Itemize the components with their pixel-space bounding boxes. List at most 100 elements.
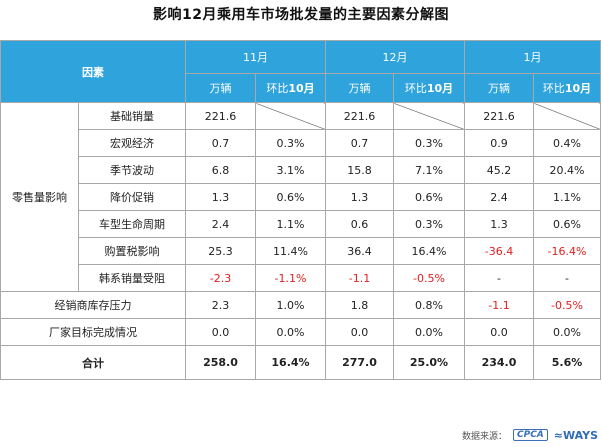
cell-value-jan: -1.1	[464, 291, 534, 319]
cell-ratio-jan: 0.4%	[533, 129, 601, 157]
header-month-nov: 11月	[185, 40, 326, 74]
cell-value-nov: 0.7	[185, 129, 256, 157]
cell-value-jan: -	[464, 264, 534, 292]
header-ratio-month: 10月	[288, 82, 315, 95]
header-ratio-prefix: 环比	[404, 82, 427, 95]
cell-value-jan: 2.4	[464, 183, 534, 211]
cell-value-dec: 36.4	[325, 237, 394, 265]
header-ratio-prefix: 环比	[542, 82, 565, 95]
total-ratio-jan: 5.6%	[533, 345, 601, 380]
chart-title: 影响12月乘用车市场批发量的主要因素分解图	[153, 7, 449, 23]
cell-ratio-dec: 0.8%	[393, 291, 465, 319]
cell-value-nov: 2.3	[185, 291, 256, 319]
factor-table: 因素 11月 12月 1月 万辆 环比10月 万辆 环比10月 万辆 环比10月…	[0, 40, 601, 380]
cell-value-dec: 221.6	[325, 102, 394, 130]
total-ratio-dec: 25.0%	[393, 345, 465, 380]
cell-ratio-jan: 20.4%	[533, 156, 601, 184]
total-ratio-nov: 16.4%	[255, 345, 326, 380]
total-value-nov: 258.0	[185, 345, 256, 380]
row-factor-name: 车型生命周期	[78, 210, 186, 238]
cell-value-nov: 1.3	[185, 183, 256, 211]
header-ratio: 环比10月	[255, 73, 326, 103]
row-factor-name: 降价促销	[78, 183, 186, 211]
header-month-dec: 12月	[325, 40, 465, 74]
cell-ratio-jan: -16.4%	[533, 237, 601, 265]
cell-ratio-jan: -0.5%	[533, 291, 601, 319]
cell-ratio-dec: 0.0%	[393, 318, 465, 346]
cell-value-nov: 25.3	[185, 237, 256, 265]
cpca-logo: CPCA	[513, 429, 548, 441]
cell-ratio-jan	[533, 102, 601, 130]
ways-logo: ≈WAYS	[554, 429, 598, 442]
table-row: 降价促销 1.3 0.6% 1.3 0.6% 2.4 1.1%	[1, 183, 601, 211]
source-label: 数据来源：	[461, 431, 507, 442]
header-unit: 万辆	[185, 73, 256, 103]
table-row: 韩系销量受阻 -2.3 -1.1% -1.1 -0.5% - -	[1, 264, 601, 292]
cell-ratio-jan: 1.1%	[533, 183, 601, 211]
row-factor-name: 基础销量	[78, 102, 186, 130]
row-factor-name: 韩系销量受阻	[78, 264, 186, 292]
header-ratio-month: 10月	[564, 82, 592, 95]
total-value-jan: 234.0	[464, 345, 534, 380]
header-row-months: 因素 11月 12月 1月	[0, 40, 601, 103]
cell-ratio-dec: 7.1%	[393, 156, 465, 184]
cell-ratio-jan: -	[533, 264, 601, 292]
total-value-dec: 277.0	[325, 345, 394, 380]
cell-ratio-jan: 0.6%	[533, 210, 601, 238]
cell-ratio-nov: 0.6%	[255, 183, 326, 211]
table-row: 厂家目标完成情况 0.0 0.0% 0.0 0.0% 0.0 0.0%	[0, 318, 601, 346]
header-ratio-prefix: 环比	[266, 82, 289, 95]
header-row-sub: 万辆 环比10月 万辆 环比10月 万辆 环比10月	[1, 73, 601, 103]
ways-wing-icon: ≈	[553, 428, 563, 442]
table-row: 季节波动 6.8 3.1% 15.8 7.1% 45.2 20.4%	[1, 156, 601, 184]
row-factor-name: 购置税影响	[78, 237, 186, 265]
cell-ratio-dec: 0.3%	[393, 129, 465, 157]
header-factor: 因素	[0, 40, 186, 103]
cell-ratio-dec: 16.4%	[393, 237, 465, 265]
table-row: 购置税影响 25.3 11.4% 36.4 16.4% -36.4 -16.4%	[1, 237, 601, 265]
cell-value-dec: 0.0	[325, 318, 394, 346]
cell-ratio-nov: 0.3%	[255, 129, 326, 157]
cell-value-jan: 1.3	[464, 210, 534, 238]
cell-ratio-dec: 0.3%	[393, 210, 465, 238]
cell-value-jan: 0.9	[464, 129, 534, 157]
header-ratio-month: 10月	[426, 82, 454, 95]
cell-value-nov: -2.3	[185, 264, 256, 292]
cell-ratio-nov: -1.1%	[255, 264, 326, 292]
row-factor-name: 宏观经济	[78, 129, 186, 157]
header-unit: 万辆	[464, 73, 534, 103]
cell-ratio-nov: 1.0%	[255, 291, 326, 319]
cell-value-dec: 1.3	[325, 183, 394, 211]
header-ratio: 环比10月	[533, 73, 601, 103]
total-label: 合计	[0, 345, 186, 380]
cell-value-nov: 6.8	[185, 156, 256, 184]
cell-ratio-dec: 0.6%	[393, 183, 465, 211]
table-row: 车型生命周期 2.4 1.1% 0.6 0.3% 1.3 0.6%	[1, 210, 601, 238]
cell-value-nov: 221.6	[185, 102, 256, 130]
header-ratio: 环比10月	[393, 73, 465, 103]
cell-value-nov: 0.0	[185, 318, 256, 346]
cell-value-dec: 0.7	[325, 129, 394, 157]
cell-ratio-nov: 1.1%	[255, 210, 326, 238]
total-row: 合计 258.0 16.4% 277.0 25.0% 234.0 5.6%	[0, 345, 601, 380]
row-factor-name: 经销商库存压力	[0, 291, 186, 319]
cell-ratio-nov	[255, 102, 326, 130]
table-row: 宏观经济 0.7 0.3% 0.7 0.3% 0.9 0.4%	[1, 129, 601, 157]
cell-ratio-dec	[393, 102, 465, 130]
cell-ratio-nov: 3.1%	[255, 156, 326, 184]
cell-value-dec: 15.8	[325, 156, 394, 184]
cell-ratio-jan: 0.0%	[533, 318, 601, 346]
table-row: 零售量影响 基础销量 221.6 221.6 221.6	[0, 102, 601, 292]
table-row: 经销商库存压力 2.3 1.0% 1.8 0.8% -1.1 -0.5%	[0, 291, 601, 319]
source-footer: 数据来源： CPCA ≈WAYS	[462, 426, 598, 444]
ways-logo-text: WAYS	[563, 428, 598, 442]
header-month-jan: 1月	[464, 40, 601, 74]
cell-value-jan: 0.0	[464, 318, 534, 346]
header-unit: 万辆	[325, 73, 394, 103]
cell-value-jan: 45.2	[464, 156, 534, 184]
cell-value-dec: 1.8	[325, 291, 394, 319]
cell-value-dec: -1.1	[325, 264, 394, 292]
group-label-retail: 零售量影响	[0, 102, 79, 292]
row-factor-name: 厂家目标完成情况	[0, 318, 186, 346]
cell-ratio-nov: 0.0%	[255, 318, 326, 346]
